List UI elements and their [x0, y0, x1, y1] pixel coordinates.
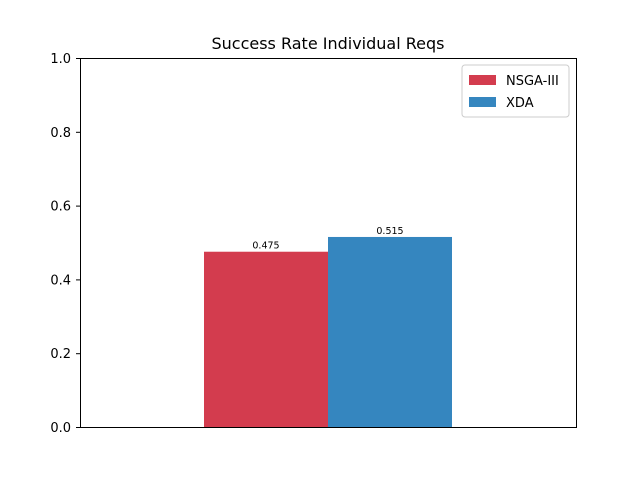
chart-title: Success Rate Individual Reqs: [211, 34, 444, 53]
y-tick-label: 0.4: [50, 273, 71, 288]
legend-label: XDA: [506, 96, 534, 111]
bar-value-label: 0.515: [376, 226, 403, 237]
bar-xda: [328, 236, 452, 427]
plot-frame: [80, 58, 577, 428]
legend: NSGA-III XDA: [461, 64, 570, 118]
y-tick-label: 0.2: [50, 347, 71, 362]
y-tick-label: 0.8: [50, 126, 71, 141]
legend-swatch: [469, 75, 496, 85]
bar-nsga-iii: [204, 251, 328, 427]
legend-label: NSGA-III: [506, 74, 559, 89]
y-tick-label: 0.6: [50, 200, 71, 215]
bar-value-label: 0.475: [252, 241, 279, 252]
data-labels-group: 0.475 0.515: [252, 226, 403, 252]
bars-group: [204, 236, 452, 427]
y-tick-label: 1.0: [50, 52, 71, 67]
y-tick-label: 0.0: [50, 421, 71, 436]
legend-swatch: [469, 97, 496, 107]
y-axis: 0.0 0.2 0.4 0.6 0.8 1.0: [50, 52, 80, 436]
